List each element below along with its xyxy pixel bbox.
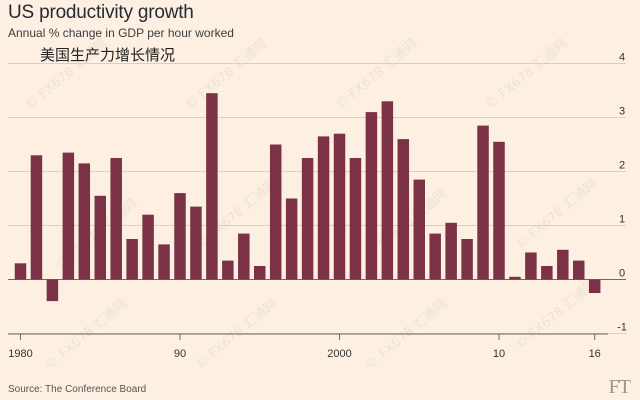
y-tick-label: 1 (619, 214, 625, 226)
watermark-text: © FX678 汇通网 (513, 276, 600, 353)
watermark-text: © FX678 汇通网 (193, 176, 280, 253)
ft-logo: FT (608, 376, 631, 398)
chart-subtitle: Annual % change in GDP per hour worked (8, 26, 234, 40)
y-tick-layer: -1 0 1 2 3 4 (617, 52, 627, 334)
watermark-text: © FX678 汇通网 (483, 36, 570, 113)
y-tick-label: 4 (619, 52, 625, 64)
bar (413, 179, 425, 280)
x-tick-label: 16 (589, 348, 601, 360)
bar (142, 214, 154, 280)
watermark-text: © FX678 汇通网 (43, 296, 130, 373)
watermark-text: © FX678 汇通网 (183, 36, 270, 113)
x-tick-layer: 1980 90 2000 10 16 (8, 333, 608, 360)
bar (588, 279, 601, 293)
bar (238, 233, 250, 280)
y-tick-label: -1 (617, 322, 627, 334)
bar (222, 260, 234, 280)
bar (206, 93, 218, 280)
x-tick-label: 1980 (8, 348, 32, 360)
bar (525, 252, 537, 280)
bar (254, 266, 266, 280)
bar (110, 158, 122, 280)
bar (397, 139, 410, 280)
bar (126, 239, 138, 280)
bar (30, 155, 43, 280)
bar (285, 198, 298, 280)
y-tick-label: 3 (619, 106, 625, 118)
bar (190, 206, 202, 280)
watermark-text: © FX678 汇通网 (363, 296, 450, 373)
bar (158, 244, 170, 280)
bar (62, 152, 75, 280)
bar (317, 136, 330, 280)
bars-layer (14, 93, 601, 302)
x-tick-label: 90 (174, 348, 186, 360)
watermark-text: © FX678 汇通网 (333, 36, 420, 113)
bar (46, 279, 59, 302)
bar (493, 141, 505, 280)
chart-title: US productivity growth (8, 2, 194, 23)
bar (557, 249, 569, 280)
bar (174, 193, 186, 280)
chart-subtitle-cn: 美国生产力增长情况 (40, 46, 176, 64)
bar (94, 195, 106, 280)
bar (78, 163, 91, 280)
bar (301, 158, 314, 280)
bar (333, 133, 346, 280)
bar (429, 233, 441, 280)
bar (461, 239, 473, 280)
bar (269, 144, 282, 280)
bar (477, 125, 489, 280)
watermark-text: © FX678 汇通网 (193, 296, 280, 373)
bar (365, 112, 378, 280)
bar (573, 260, 585, 280)
bar (381, 101, 394, 280)
bar (14, 263, 27, 280)
x-tick-label: 2000 (327, 348, 351, 360)
bar (445, 222, 457, 280)
x-tick-label: 10 (493, 348, 505, 360)
watermark-text: © FX678 汇通网 (23, 36, 110, 113)
y-tick-label: 0 (619, 268, 625, 280)
bar (541, 266, 553, 280)
watermark-text: © FX678 汇通网 (513, 176, 600, 253)
source-note: Source: The Conference Board (8, 384, 147, 395)
bar (509, 276, 521, 280)
y-tick-label: 2 (619, 160, 625, 172)
bar (349, 158, 362, 280)
